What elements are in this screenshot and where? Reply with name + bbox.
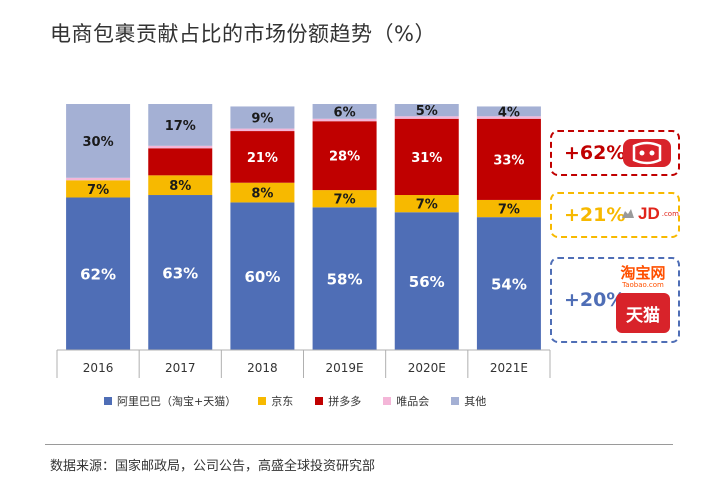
bar-segment <box>312 104 377 119</box>
legend-swatch <box>104 397 112 405</box>
data-label: 56% <box>409 273 445 291</box>
data-label: 21% <box>247 151 278 166</box>
legend-label: 拼多多 <box>328 395 362 408</box>
bar-segment <box>66 104 131 178</box>
bar-segment <box>148 104 213 146</box>
jd-dog-icon <box>622 209 634 218</box>
x-tick-label: 2021E <box>490 361 528 375</box>
bar-segment <box>312 207 377 350</box>
jd-gain-callout: +21% JD .com <box>550 192 680 238</box>
data-label: 33% <box>493 153 524 168</box>
data-label: 7% <box>334 193 356 208</box>
legend-item: 阿里巴巴（淘宝+天猫） <box>104 393 236 409</box>
bar-segment <box>312 190 377 208</box>
bar-segment <box>476 199 541 218</box>
taobao-logo: 淘宝网 Taobao.com <box>612 265 674 289</box>
alibaba-gain-label: +20% <box>564 289 626 311</box>
bar-segment <box>230 128 295 132</box>
legend-item: 拼多多 <box>315 393 361 409</box>
data-label: 8% <box>251 187 273 202</box>
bar-segment <box>394 104 459 117</box>
legend-swatch <box>383 397 392 405</box>
chart-title: 电商包裹贡献占比的市场份额趋势（%） <box>50 22 436 46</box>
source-divider <box>45 444 673 445</box>
chart-legend: 阿里巴巴（淘宝+天猫） 京东 拼多多 唯品会 其他 <box>104 393 486 409</box>
data-label: 30% <box>83 135 114 150</box>
alibaba-gain-callout: +20% 淘宝网 Taobao.com 天猫 <box>550 257 680 343</box>
data-label: 6% <box>334 105 356 120</box>
data-label: 62% <box>80 266 116 284</box>
legend-item: 其他 <box>451 393 486 409</box>
data-label: 4% <box>498 105 520 120</box>
bar-segment <box>476 118 541 200</box>
bar-segment <box>230 202 295 350</box>
x-tick-label: 2016 <box>83 361 114 375</box>
taobao-logo-subtext: Taobao.com <box>622 281 664 289</box>
tmall-logo: 天猫 <box>616 293 670 333</box>
legend-label: 唯品会 <box>396 395 430 408</box>
x-tick-label: 2019E <box>326 361 364 375</box>
bar-segment <box>148 148 213 176</box>
data-label: 7% <box>87 183 109 198</box>
pinduoduo-logo <box>623 139 671 167</box>
legend-swatch <box>258 397 267 405</box>
jd-logo-subtext: .com <box>661 210 679 218</box>
bar-segment <box>148 145 213 149</box>
bar-segment <box>476 116 541 119</box>
legend-label: 其他 <box>464 395 487 408</box>
bar-segment <box>312 121 377 191</box>
bar-segment <box>476 217 541 350</box>
data-label: 17% <box>165 119 196 134</box>
source-note: 数据来源：国家邮政局，公司公告，高盛全球投资研究部 <box>50 459 376 474</box>
data-label: 9% <box>251 112 273 127</box>
tmall-logo-text: 天猫 <box>626 305 660 326</box>
legend-item: 京东 <box>258 393 293 409</box>
bar-segment <box>476 106 541 117</box>
bar-segment <box>394 118 459 196</box>
legend-label: 京东 <box>271 395 294 408</box>
legend-item: 唯品会 <box>383 393 429 409</box>
jd-logo: JD .com <box>620 204 679 224</box>
legend-swatch <box>451 397 460 405</box>
bar-segment <box>230 182 295 203</box>
bar-segment <box>394 212 459 350</box>
x-tick-label: 2018 <box>247 361 278 375</box>
bar-segment <box>66 197 131 350</box>
jd-gain-label: +21% <box>564 204 626 226</box>
data-label: 5% <box>416 104 438 119</box>
bar-segment <box>148 195 213 350</box>
data-label: 31% <box>411 151 442 166</box>
bar-segment <box>230 131 295 183</box>
bar-segment <box>148 175 213 196</box>
bar-segment <box>66 177 131 181</box>
bar-segment <box>66 180 131 198</box>
data-label: 7% <box>416 198 438 213</box>
data-label: 60% <box>244 268 280 286</box>
bar-segment <box>230 106 295 129</box>
bar-segment <box>312 118 377 122</box>
legend-label: 阿里巴巴（淘宝+天猫） <box>117 395 237 408</box>
data-label: 54% <box>491 276 527 294</box>
data-label: 58% <box>327 271 363 289</box>
pinduoduo-gain-label: +62% <box>564 142 626 164</box>
jd-logo-text: JD <box>638 204 660 223</box>
x-tick-label: 2020E <box>408 361 446 375</box>
data-label: 8% <box>169 179 191 194</box>
x-tick-label: 2017 <box>165 361 196 375</box>
legend-swatch <box>315 397 324 405</box>
taobao-logo-text: 淘宝网 <box>620 264 666 282</box>
bar-segment <box>394 116 459 119</box>
data-label: 28% <box>329 150 360 165</box>
bar-segment <box>394 195 459 213</box>
data-label: 63% <box>162 265 198 283</box>
pinduoduo-gain-callout: +62% <box>550 130 680 176</box>
data-label: 7% <box>498 203 520 218</box>
